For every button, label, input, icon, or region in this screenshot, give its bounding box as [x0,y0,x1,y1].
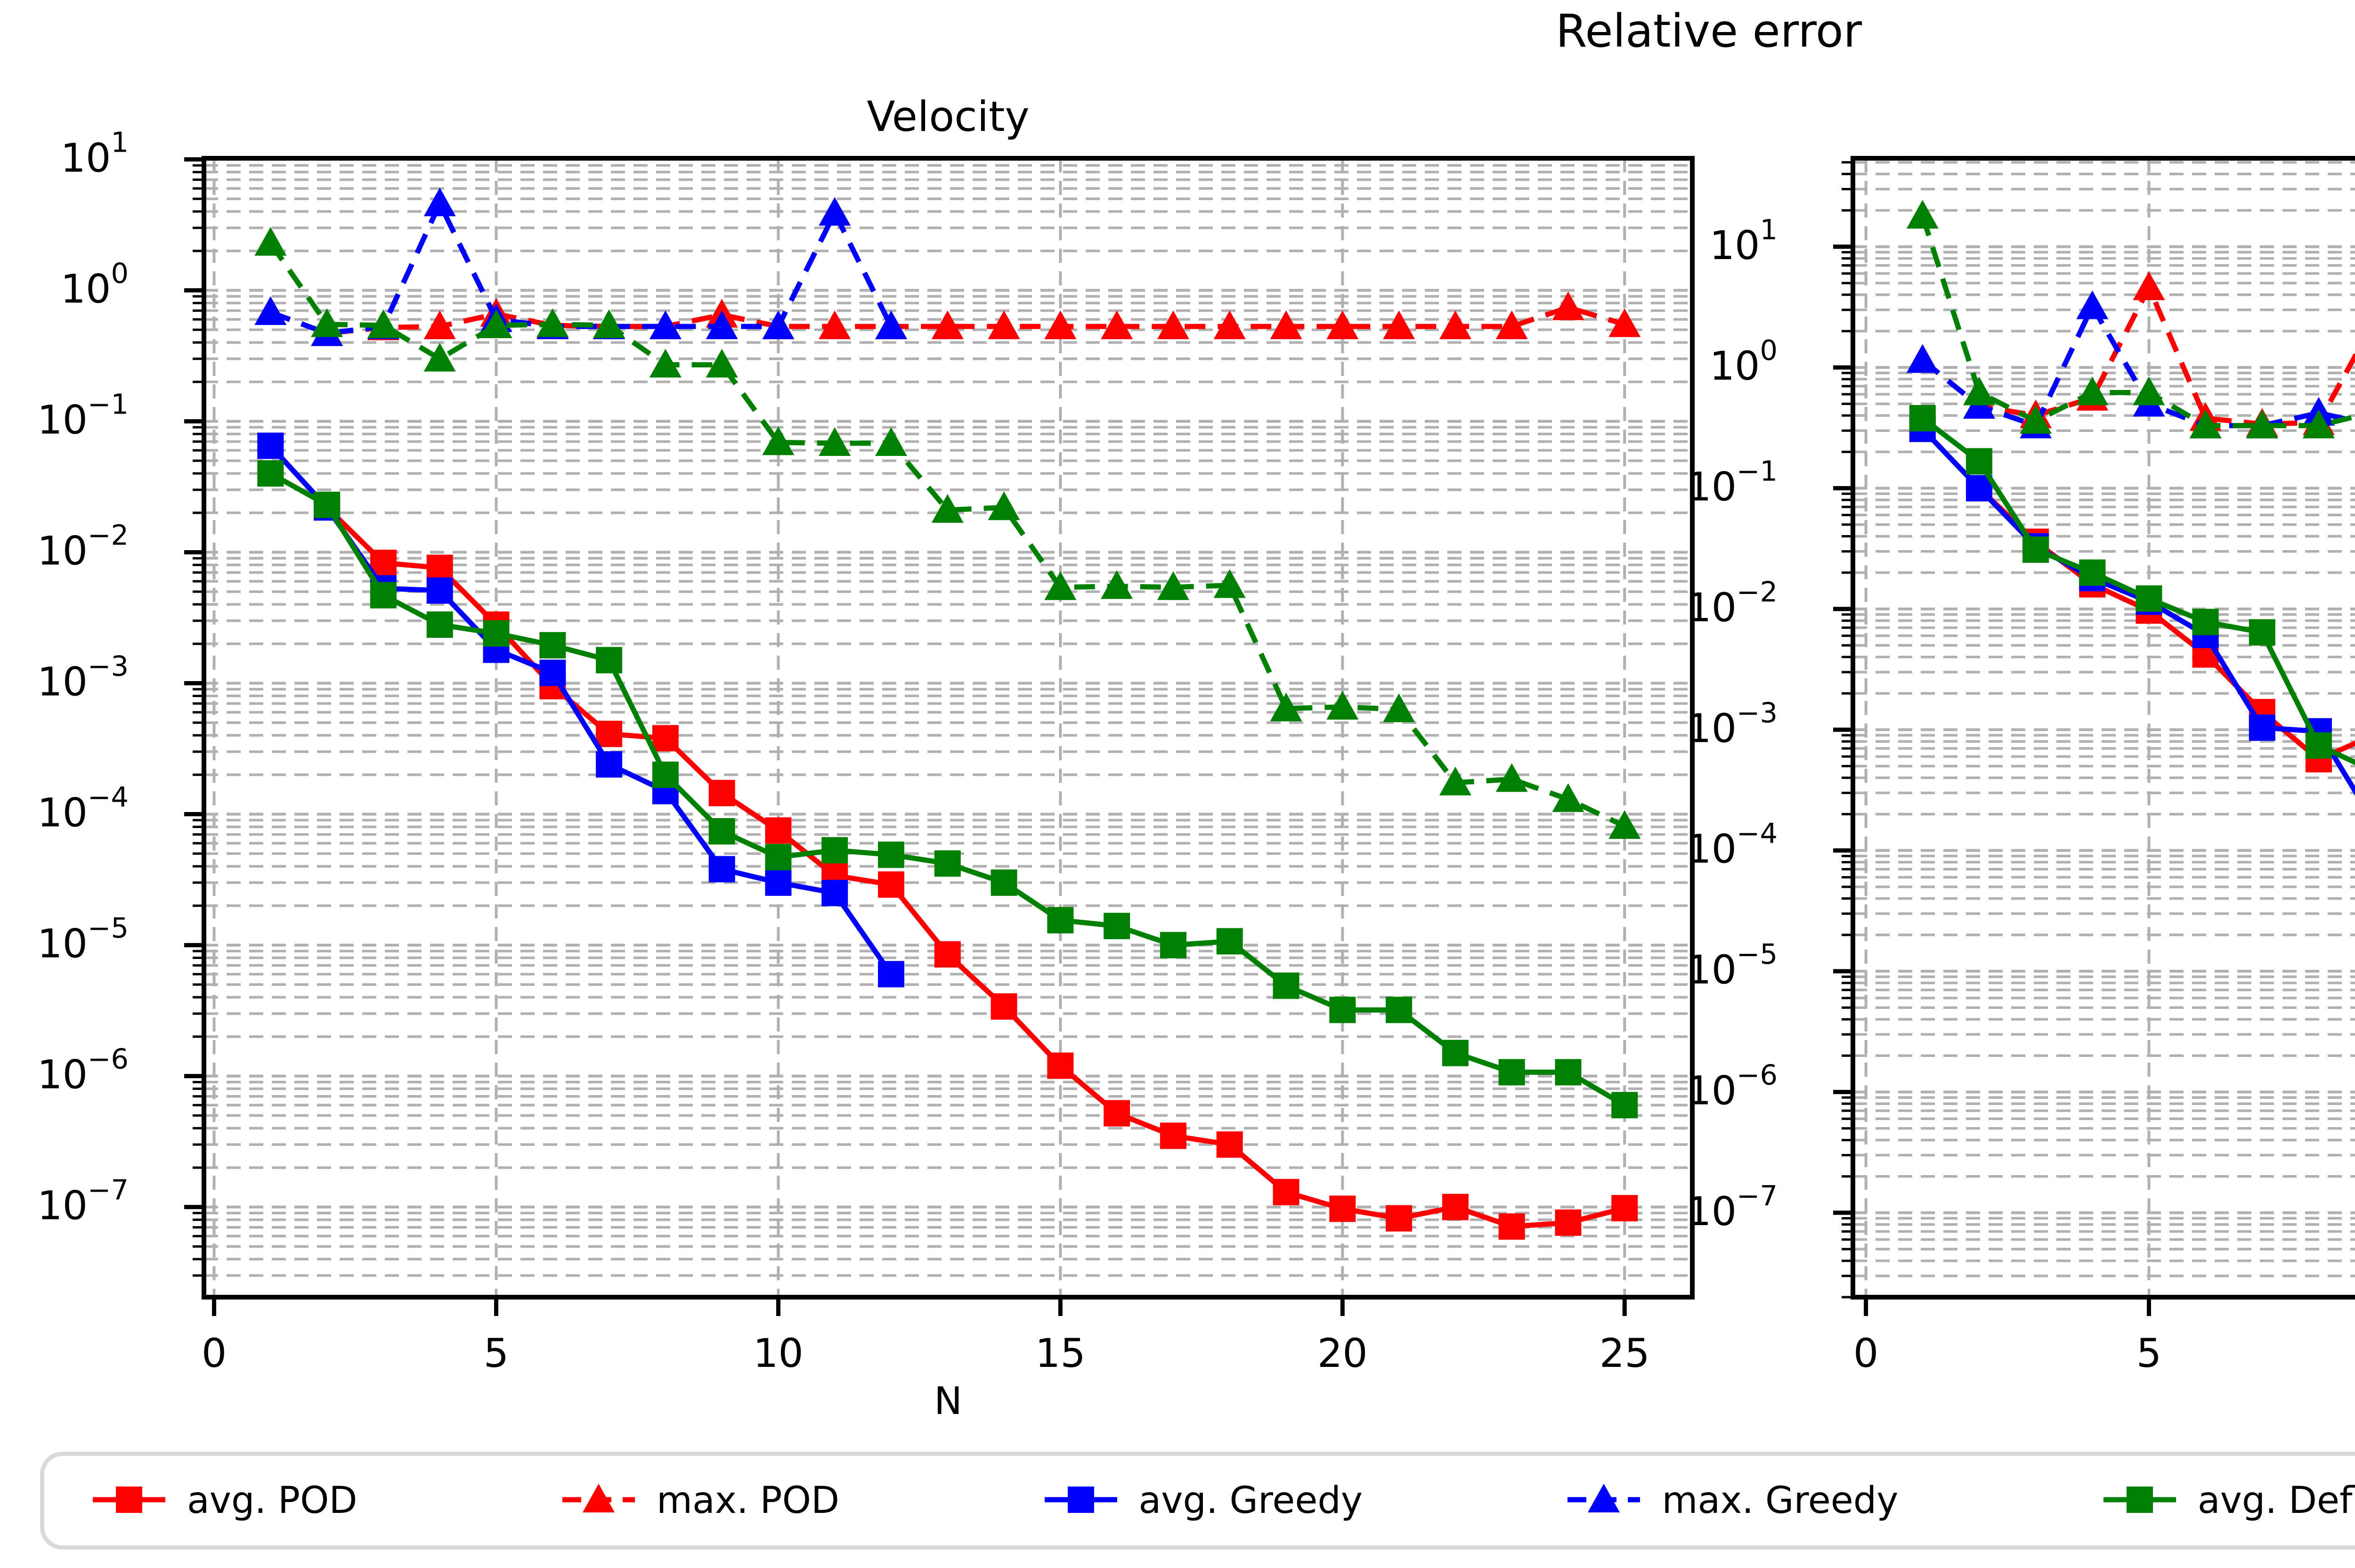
legend-item: avg. Deflated-Greedy [2100,1479,2355,1523]
svg-text:25: 25 [1600,1330,1650,1376]
svg-text:10−7: 10−7 [1686,1179,1778,1235]
legend-item: max. POD [559,1479,839,1523]
pressure-xaxis-label: N [1853,1379,2355,1423]
avg-deflated-greedy-marker-icon [2100,1479,2180,1523]
legend-label: avg. Deflated-Greedy [2197,1479,2355,1522]
svg-text:5: 5 [484,1330,509,1376]
svg-text:101: 101 [1710,213,1778,268]
velocity-xaxis-label: N [934,1379,962,1423]
velocity-plot: 0 5 10 15 20 2510110010−110−210−310−410−510−6… [37,126,1695,1376]
legend-label: avg. Greedy [1138,1479,1363,1522]
legend-item: avg. Greedy [1041,1479,1363,1523]
svg-text:5: 5 [2136,1330,2161,1376]
max-pod-marker-icon [559,1479,639,1523]
svg-text:10−2: 10−2 [1686,576,1778,631]
svg-text:100: 100 [1710,334,1778,389]
max-greedy-marker-icon [1564,1479,1644,1523]
svg-text:10: 10 [753,1330,804,1376]
legend-label: max. POD [657,1479,840,1522]
legend-item: avg. POD [89,1479,357,1523]
legend-label: avg. POD [187,1479,357,1522]
velocity-plot-title: Velocity [867,92,1030,141]
legend: avg. POD max. POD avg. Greedy max. Greed… [40,1452,2355,1550]
svg-text:10−5: 10−5 [37,912,129,967]
legend-item: max. Greedy [1564,1479,1898,1523]
svg-text:0: 0 [202,1330,227,1376]
svg-text:10−3: 10−3 [37,650,129,705]
avg-pod-marker-icon [89,1479,169,1523]
svg-text:20: 20 [1317,1330,1368,1376]
svg-text:10−1: 10−1 [37,388,129,443]
legend-label: max. Greedy [1662,1479,1899,1522]
svg-text:10−6: 10−6 [1686,1058,1778,1113]
svg-text:10−1: 10−1 [1686,455,1778,510]
svg-text:15: 15 [1035,1330,1086,1376]
svg-text:0: 0 [1853,1330,1878,1376]
pressure-plot: 051015202510110010−110−210−310−410−510−6… [1686,156,2355,1376]
svg-text:10−3: 10−3 [1686,696,1778,751]
svg-text:10−6: 10−6 [37,1043,129,1098]
svg-text:10−5: 10−5 [1686,938,1778,993]
svg-text:10−4: 10−4 [1686,817,1778,872]
figure-title: Relative error [1555,5,1862,57]
avg-greedy-marker-icon [1041,1479,1121,1523]
